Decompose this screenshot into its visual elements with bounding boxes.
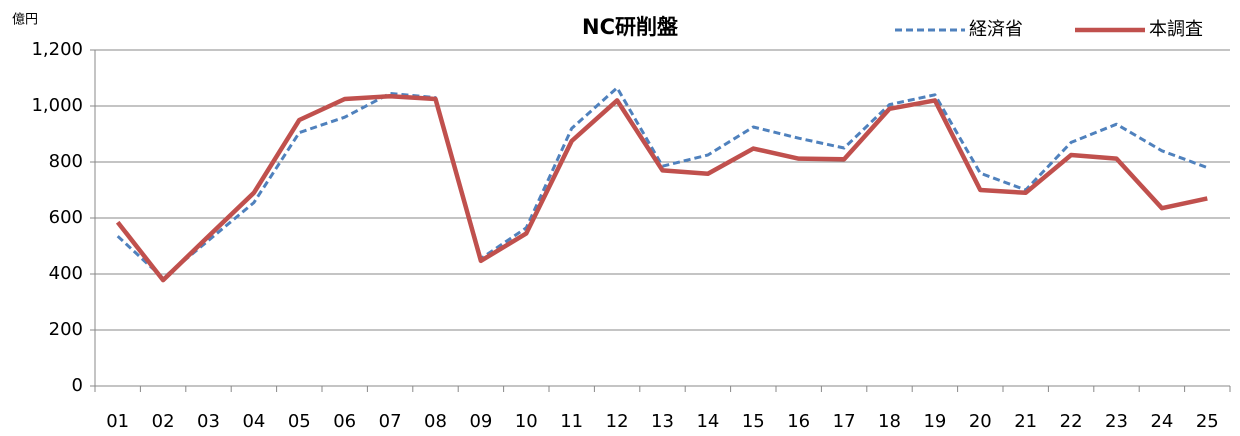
x-tick-label: 02 [152,411,175,432]
x-tick-label: 23 [1105,411,1128,432]
x-tick-label: 25 [1196,411,1219,432]
x-tick-label: 19 [923,411,946,432]
x-tick-label: 10 [515,411,538,432]
x-tick-label: 24 [1150,411,1173,432]
y-tick-label: 1,000 [31,95,83,116]
x-tick-label: 04 [242,411,265,432]
x-tick-label: 16 [787,411,810,432]
x-tick-label: 01 [106,411,129,432]
legend-label: 経済省 [969,19,1023,40]
legend-label: 本調査 [1149,19,1203,40]
x-tick-label: 17 [833,411,856,432]
chart-title: NC研削盤 [582,15,679,39]
x-tick-label: 03 [197,411,220,432]
x-tick-label: 08 [424,411,447,432]
x-tick-label: 05 [288,411,311,432]
x-tick-label: 21 [1014,411,1037,432]
x-tick-label: 11 [560,411,583,432]
x-tick-label: 13 [651,411,674,432]
x-tick-label: 20 [969,411,992,432]
x-tick-label: 09 [469,411,492,432]
x-tick-label: 07 [379,411,402,432]
x-tick-label: 18 [878,411,901,432]
y-tick-label: 400 [49,263,83,284]
y-tick-label: 600 [49,207,83,228]
y-tick-label: 0 [72,375,83,396]
x-tick-label: 14 [696,411,719,432]
x-tick-label: 22 [1060,411,1083,432]
x-tick-label: 15 [742,411,765,432]
series-line [116,86,1208,280]
y-tick-label: 200 [49,319,83,340]
y-tick-label: 1,200 [31,39,83,60]
x-tick-label: 06 [333,411,356,432]
y-tick-label: 800 [49,151,83,172]
series-line [115,93,1208,283]
x-tick-label: 12 [606,411,629,432]
y-unit: 億円 [12,12,38,28]
